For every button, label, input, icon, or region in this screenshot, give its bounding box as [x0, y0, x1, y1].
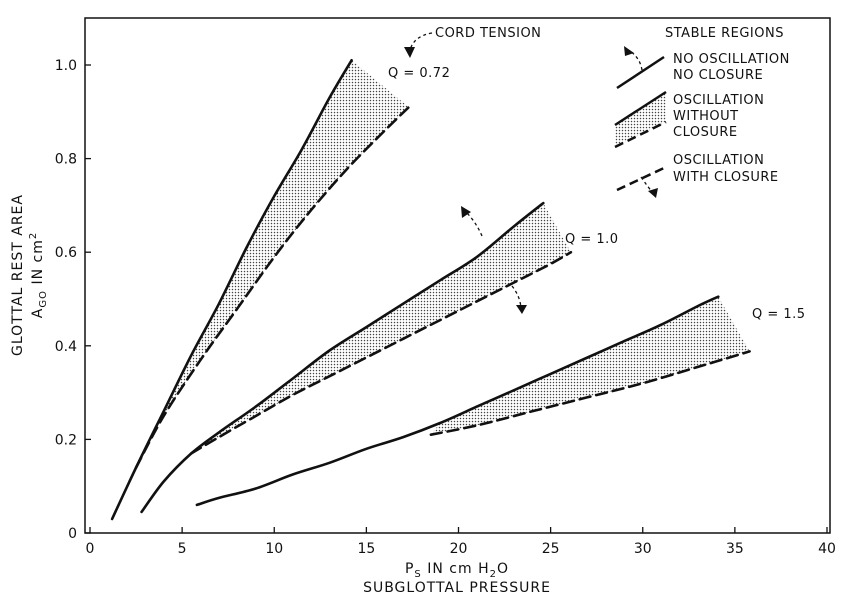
- x-tick-label: 30: [634, 541, 652, 557]
- plot-frame: [84, 17, 831, 534]
- y-tick-label: 0: [68, 526, 77, 542]
- legend-item2-line3: CLOSURE: [673, 125, 738, 140]
- series-line-dashed-1: [134, 105, 411, 469]
- legend-item1-line2: NO CLOSURE: [673, 68, 763, 83]
- x-tick-label: 20: [450, 541, 468, 557]
- legend-item1-line1: NO OSCILLATION: [673, 52, 790, 67]
- stable-band-2: [430, 296, 750, 435]
- y-tick-label: 1.0: [55, 58, 77, 74]
- legend-solid-line: [616, 55, 665, 90]
- legend-item2-line1: OSCILLATION: [673, 93, 764, 108]
- y-axis-title-line1: GLOTTAL REST AREA: [10, 194, 26, 356]
- x-axis-title-line1: PS IN cm H2O: [405, 561, 509, 580]
- legend-dashed-line: [616, 166, 665, 192]
- series-line-solid-0: [110, 59, 353, 521]
- legend-arrow-up: [629, 50, 643, 71]
- y-tick-label: 0.8: [55, 152, 77, 168]
- legend-item3-line1: OSCILLATION: [673, 153, 764, 168]
- arrow-up-q10: [465, 211, 483, 237]
- x-tick-label: 40: [818, 541, 836, 557]
- legend-band-solid: [614, 90, 667, 127]
- x-tick-label: 35: [726, 541, 744, 557]
- x-tick-label: 0: [86, 541, 95, 557]
- y-tick-label: 0.4: [55, 339, 77, 355]
- x-tick-label: 5: [178, 541, 187, 557]
- legend-item2-line2: WITHOUT: [673, 109, 739, 124]
- cord-tension-arrowhead: [404, 47, 415, 58]
- cord-tension-arrow: [409, 32, 433, 51]
- legend-arrow-up-head: [624, 46, 634, 56]
- series-line-dashed-5: [429, 350, 751, 436]
- series-line-dashed-3: [190, 250, 573, 455]
- cord-tension-label: CORD TENSION: [435, 26, 541, 41]
- arrow-down-q10: [511, 285, 522, 309]
- arrow-up-q10-head: [461, 206, 471, 218]
- series-line-solid-4: [195, 295, 720, 507]
- y-tick-label: 0.2: [55, 432, 77, 448]
- x-tick-label: 10: [265, 541, 283, 557]
- legend: STABLE REGIONS NO OSCILLATION NO CLOSURE…: [614, 26, 790, 192]
- legend-band-dashed: [614, 120, 667, 149]
- x-tick-label: 15: [357, 541, 375, 557]
- legend-title: STABLE REGIONS: [665, 26, 784, 41]
- arrow-down-q10-head: [516, 305, 527, 314]
- curve-label-q10: Q = 1.0: [565, 232, 619, 247]
- legend-band-swatch: [615, 92, 666, 147]
- y-axis-title: GLOTTAL REST AREA AGO IN cm2: [10, 194, 49, 356]
- y-tick-label: 0.6: [55, 245, 77, 261]
- y-axis-title-line2: AGO IN cm2: [28, 232, 49, 318]
- legend-item3-line2: WITH CLOSURE: [673, 170, 779, 185]
- x-tick-label: 25: [542, 541, 560, 557]
- curve-label-q15: Q = 1.5: [752, 307, 806, 322]
- x-axis-title-line2: SUBGLOTTAL PRESSURE: [363, 580, 551, 596]
- stable-band-1: [191, 203, 571, 454]
- legend-arrow-down-head: [648, 188, 658, 198]
- stable-band-0: [136, 60, 409, 468]
- curve-label-q072: Q = 0.72: [388, 66, 450, 81]
